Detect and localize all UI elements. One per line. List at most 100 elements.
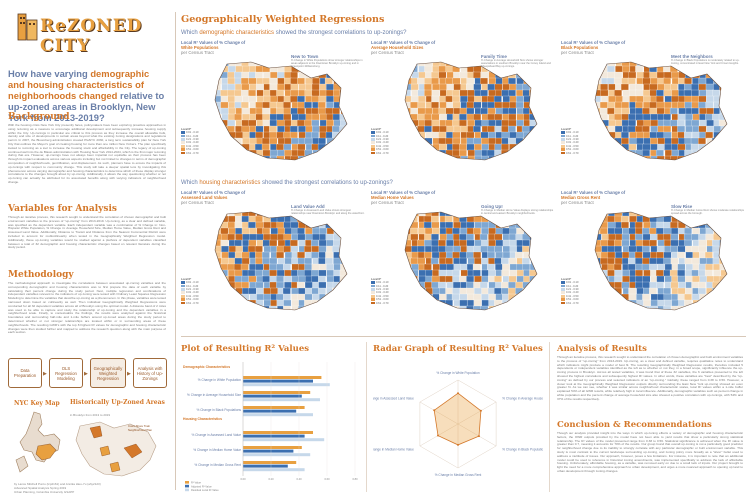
map-title-highlight: Median Gross Rent — [561, 195, 601, 201]
housing-question: Which housing characteristics showed the… — [181, 180, 393, 186]
legend-label: 0.21 - 0.30 — [186, 137, 199, 141]
category-heading: Demographic Characteristics — [183, 365, 230, 369]
question-suffix: showed the strongest correlations to up-… — [275, 30, 407, 36]
bar — [243, 461, 297, 464]
map-legend: Local R² 0.01 - 0.10 0.11 - 0.20 0.21 - 0.3… — [561, 278, 591, 305]
bar-category-label: % Change in Assessed Land Value — [191, 433, 241, 437]
map-legend: Local R² 0.01 - 0.10 0.11 - 0.20 0.21 - 0.3… — [371, 128, 401, 155]
radar-point — [477, 435, 480, 438]
bar — [243, 464, 288, 468]
annotation-heading: Family Time — [481, 54, 507, 59]
bar — [243, 453, 311, 457]
radar-axis-label: % Change in Black Populations — [502, 448, 543, 452]
legend-swatch — [181, 138, 185, 141]
flow-step: Analysis with History of Up-Zonings — [133, 358, 167, 388]
legend-label: 0.61 - 0.70 — [376, 301, 389, 305]
legend-item: 0.41 - 0.50 — [371, 295, 401, 298]
legend-label: 0.51 - 0.60 — [566, 298, 579, 302]
tick-label: 0.80 — [352, 477, 358, 481]
legend-item: 0.61 - 0.70 — [181, 151, 211, 155]
bar — [243, 446, 302, 449]
legend-title: Local R² — [181, 278, 192, 281]
map-annotation: Slow Rise% Change in Median Gross Rent s… — [671, 204, 745, 215]
bar — [243, 394, 302, 398]
legend-item: 0.01 - 0.10 — [371, 131, 401, 134]
radar-axis-label: % Change in Median Gross Rent — [435, 473, 482, 477]
gwr-map-panel: Local R² Values of % Change of Median Gro… — [561, 190, 747, 330]
gwr-map-panel: Local R² Values of % Change of Median Hom… — [371, 190, 557, 330]
legend-swatch — [181, 281, 185, 285]
legend-swatch — [181, 288, 185, 291]
legend-swatch — [371, 301, 375, 305]
map-title: Local R² Values of % Change of Black Popu… — [561, 40, 671, 56]
credits-line1: by Lance Mitchell Purcu (lcp2161) and An… — [14, 482, 101, 486]
r2-bar-chart: Demographic Characteristics Housing Chara… — [183, 362, 358, 492]
legend-swatch — [185, 488, 189, 492]
arrow-right-icon: ▶ — [127, 371, 131, 377]
gwr-map-panel: Local R² Values of % Change of Average Ho… — [371, 40, 557, 180]
brooklyn-choropleth-map — [214, 211, 348, 311]
legend-swatch — [561, 151, 565, 155]
legend-label: 0.11 - 0.20 — [186, 284, 199, 288]
results-area: Geographically Weighted Regressions Whic… — [181, 10, 746, 494]
bar — [243, 383, 330, 387]
legend-item: 0.41 - 0.50 — [371, 145, 401, 148]
legend-label: 0.11 - 0.20 — [376, 134, 389, 138]
bar — [243, 438, 325, 442]
legend-item: 0.01 - 0.10 — [561, 131, 591, 134]
map-title-text: Local R² Values of % Change of — [181, 190, 246, 195]
annotation-text: % Change in Assessed Land Value shows st… — [291, 209, 365, 215]
analysis-text: Through an iterative process, this resea… — [557, 356, 743, 401]
brooklyn-choropleth-map — [214, 61, 348, 161]
legend-label: 0.51 - 0.60 — [566, 148, 579, 152]
logo-building-icon — [17, 13, 38, 41]
legend-swatch — [181, 298, 185, 302]
legend-label: 0.01 - 0.10 — [186, 281, 199, 285]
question-prefix: Which — [181, 30, 198, 36]
radar-axis-label: % Change in Average Household Size — [502, 397, 543, 401]
legend-label: 0.31 - 0.40 — [376, 141, 389, 145]
bar — [243, 379, 313, 383]
annotation-text: % Change in Median Home Value displays s… — [481, 209, 554, 215]
legend-item: 0.31 - 0.40 — [561, 291, 591, 294]
legend-label: 0.51 - 0.60 — [376, 148, 389, 152]
panel-divider — [549, 342, 550, 492]
legend-item: 0.21 - 0.30 — [371, 138, 401, 141]
gwr-map-panel: Local R² Values of % Change of White Popu… — [181, 40, 367, 180]
legend-item: 0.31 - 0.40 — [371, 291, 401, 294]
bar — [243, 406, 305, 409]
legend-swatch — [371, 141, 375, 145]
annotation-heading: Going Up! — [481, 204, 503, 209]
map-subtitle: per Census Tract — [561, 50, 594, 56]
bar — [243, 398, 320, 402]
legend-swatch — [561, 294, 565, 298]
map-annotation: New to Town% Change in White Populations… — [291, 54, 365, 68]
radar-axis-label: % Change in Assessed Land Value — [373, 397, 414, 401]
annotation-text: % Change in White Populations show stron… — [291, 59, 363, 68]
map-annotation: Family Time% Change in Average Household… — [481, 54, 555, 68]
legend-item: 0.21 - 0.30 — [181, 138, 211, 141]
question-highlight: housing characteristics — [199, 180, 261, 186]
legend-swatch — [561, 131, 565, 135]
legend-swatch — [561, 291, 565, 295]
legend-item: 0.41 - 0.50 — [561, 145, 591, 148]
legend-item: 0.31 - 0.40 — [561, 141, 591, 144]
category-heading: Housing Characteristics — [183, 417, 222, 421]
map-legend: Local R² 0.01 - 0.10 0.11 - 0.20 0.21 - 0.3… — [181, 278, 211, 305]
legend-label: 0.41 - 0.50 — [566, 144, 579, 148]
bar-category-label: % Change in Average Household Size — [187, 393, 241, 397]
map-legend: Local R² 0.01 - 0.10 0.11 - 0.20 0.21 - 0.3… — [371, 278, 401, 305]
legend-item: 0.41 - 0.50 — [181, 145, 211, 148]
map-title: Local R² Values of % Change of Assessed L… — [181, 190, 291, 206]
legend-item: 0.51 - 0.60 — [181, 298, 211, 301]
brooklyn-choropleth-map — [594, 211, 728, 311]
legend-swatch — [371, 134, 375, 138]
legend-label: 0.11 - 0.20 — [186, 134, 199, 138]
legend-label: 0.61 - 0.70 — [566, 301, 579, 305]
legend-label: 0.21 - 0.30 — [566, 287, 579, 291]
legend-swatch — [371, 284, 375, 288]
legend-swatch — [561, 134, 565, 138]
legend-label: 0.11 - 0.20 — [566, 134, 579, 138]
radar-spoke — [457, 423, 497, 447]
arrow-right-icon: ▶ — [43, 371, 47, 377]
